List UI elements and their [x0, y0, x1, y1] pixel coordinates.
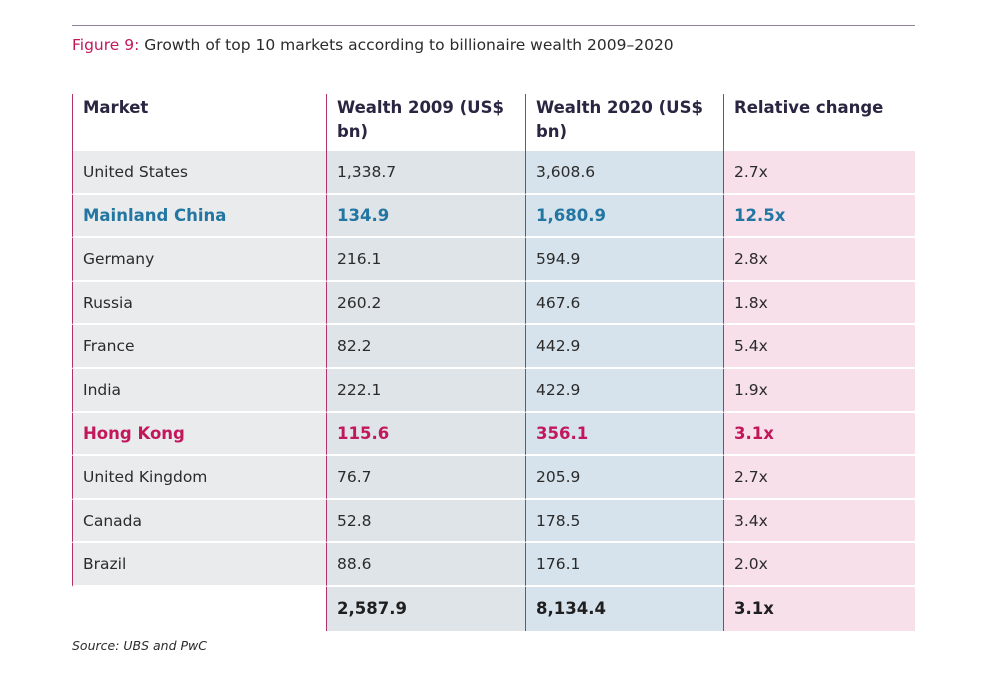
market-cell: Hong Kong	[72, 412, 326, 457]
source-note: Source: UBS and PwC	[72, 638, 208, 653]
wealth-2009-cell: 82.2	[326, 325, 525, 369]
market-cell: Russia	[72, 281, 326, 326]
relative-change-cell: 1.9x	[723, 368, 915, 413]
table-header-row: Market Wealth 2009 (US$ bn) Wealth 2020 …	[72, 94, 915, 151]
wealth-2009-cell: 1,338.7	[326, 151, 525, 195]
wealth-2020-cell: 176.1	[525, 543, 723, 587]
wealth-2009-cell: 115.6	[326, 412, 525, 457]
wealth-2020-cell: 3,608.6	[525, 151, 723, 195]
relative-change-cell: 2.0x	[723, 543, 915, 587]
table-row: Canada 52.8 178.5 3.4x	[72, 499, 915, 544]
figure-number: Figure 9:	[72, 36, 140, 54]
market-cell: France	[72, 325, 326, 369]
wealth-2020-cell: 467.6	[525, 281, 723, 326]
table-row: France 82.2 442.9 5.4x	[72, 325, 915, 369]
total-relative-change: 3.1x	[723, 586, 915, 631]
relative-change-cell: 2.8x	[723, 238, 915, 282]
relative-change-cell: 12.5x	[723, 194, 915, 239]
relative-change-cell: 3.1x	[723, 412, 915, 457]
wealth-2009-cell: 88.6	[326, 543, 525, 587]
wealth-2020-cell: 178.5	[525, 499, 723, 544]
wealth-2020-cell: 205.9	[525, 456, 723, 500]
relative-change-cell: 3.4x	[723, 499, 915, 544]
table-total-row: 2,587.9 8,134.4 3.1x	[72, 586, 915, 631]
relative-change-cell: 5.4x	[723, 325, 915, 369]
wealth-2020-cell: 594.9	[525, 238, 723, 282]
market-cell: Brazil	[72, 543, 326, 587]
relative-change-cell: 2.7x	[723, 151, 915, 195]
table-row: Russia 260.2 467.6 1.8x	[72, 281, 915, 326]
wealth-2009-cell: 260.2	[326, 281, 525, 326]
figure-title: Figure 9: Growth of top 10 markets accor…	[72, 36, 674, 54]
wealth-2009-cell: 216.1	[326, 238, 525, 282]
figure-title-text: Growth of top 10 markets according to bi…	[144, 36, 674, 54]
header-relative-change: Relative change	[723, 94, 915, 151]
total-market-cell-empty	[72, 586, 326, 631]
wealth-2009-cell: 52.8	[326, 499, 525, 544]
wealth-2009-cell: 76.7	[326, 456, 525, 500]
wealth-2020-cell: 422.9	[525, 368, 723, 413]
relative-change-cell: 1.8x	[723, 281, 915, 326]
wealth-2020-cell: 1,680.9	[525, 194, 723, 239]
table-row: Brazil 88.6 176.1 2.0x	[72, 543, 915, 587]
table-row-highlight-china: Mainland China 134.9 1,680.9 12.5x	[72, 194, 915, 239]
table-row: United States 1,338.7 3,608.6 2.7x	[72, 151, 915, 195]
wealth-2009-cell: 134.9	[326, 194, 525, 239]
market-cell: India	[72, 368, 326, 413]
relative-change-cell: 2.7x	[723, 456, 915, 500]
wealth-2020-cell: 442.9	[525, 325, 723, 369]
table-row: Germany 216.1 594.9 2.8x	[72, 238, 915, 282]
wealth-2020-cell: 356.1	[525, 412, 723, 457]
top-rule	[72, 25, 915, 26]
wealth-table: Market Wealth 2009 (US$ bn) Wealth 2020 …	[72, 94, 915, 631]
table-row-highlight-hong-kong: Hong Kong 115.6 356.1 3.1x	[72, 412, 915, 457]
market-cell: Canada	[72, 499, 326, 544]
market-cell: Germany	[72, 238, 326, 282]
wealth-2009-cell: 222.1	[326, 368, 525, 413]
table-row: United Kingdom 76.7 205.9 2.7x	[72, 456, 915, 500]
market-cell: Mainland China	[72, 194, 326, 239]
market-cell: United States	[72, 151, 326, 195]
table-row: India 222.1 422.9 1.9x	[72, 368, 915, 413]
header-market: Market	[72, 94, 326, 151]
total-wealth-2009: 2,587.9	[326, 586, 525, 631]
header-wealth-2020: Wealth 2020 (US$ bn)	[525, 94, 723, 151]
header-wealth-2009: Wealth 2009 (US$ bn)	[326, 94, 525, 151]
total-wealth-2020: 8,134.4	[525, 586, 723, 631]
market-cell: United Kingdom	[72, 456, 326, 500]
